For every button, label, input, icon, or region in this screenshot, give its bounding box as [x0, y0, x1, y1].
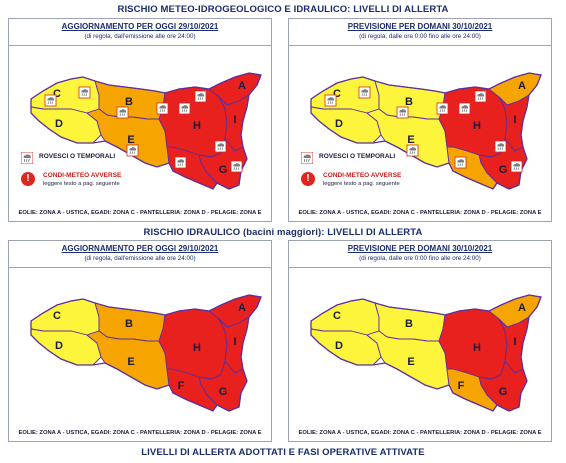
storm-cloud-icon — [436, 102, 449, 115]
legend-storms: ROVESCI O TEMPORALI — [39, 153, 116, 160]
meteo-today-panel: AGGIORNAMENTO PER OGGI 29/10/2021 (di re… — [8, 18, 272, 222]
panel-heading: AGGIORNAMENTO PER OGGI 29/10/2021 — [61, 22, 219, 31]
zone-label-c: C — [53, 310, 61, 322]
sicily-coastline — [30, 294, 262, 412]
panel-header: AGGIORNAMENTO PER OGGI 29/10/2021 (di re… — [9, 241, 271, 268]
zone-label-g: G — [499, 164, 508, 176]
zone-label-a: A — [238, 80, 246, 92]
zone-label-b: B — [405, 318, 413, 330]
legend-adverse: CONDI-METEO AVVERSE — [43, 172, 122, 179]
zone-label-a: A — [518, 302, 526, 314]
zone-label-i: I — [513, 336, 516, 348]
zone-label-d: D — [55, 340, 63, 352]
storm-cloud-icon — [156, 102, 169, 115]
panel-heading: AGGIORNAMENTO PER OGGI 29/10/2021 — [61, 244, 219, 253]
zone-label-a: A — [518, 80, 526, 92]
panel-header: AGGIORNAMENTO PER OGGI 29/10/2021 (di re… — [9, 19, 271, 46]
storm-cloud-icon — [44, 94, 57, 107]
islands-footer: EOLIE: ZONA A - USTICA, EGADI: ZONA C - … — [298, 430, 542, 436]
zone-label-e: E — [407, 356, 414, 368]
zone-label-a: A — [238, 302, 246, 314]
islands-footer: EOLIE: ZONA A - USTICA, EGADI: ZONA C - … — [18, 210, 262, 216]
zone-c — [30, 298, 100, 336]
zone-label-g: G — [219, 164, 228, 176]
panel-header: PREVISIONE PER DOMANI 30/10/2021 (di reg… — [289, 19, 551, 46]
storm-cloud-icon — [510, 160, 523, 173]
panel-subheading: (di regola, dall'emissione alle ore 24:0… — [84, 255, 196, 262]
zone-label-h: H — [193, 120, 201, 132]
panel-header: PREVISIONE PER DOMANI 30/10/2021 (di reg… — [289, 241, 551, 268]
islands-footer: EOLIE: ZONA A - USTICA, EGADI: ZONA C - … — [18, 430, 262, 436]
zone-label-b: B — [405, 96, 413, 108]
zone-label-g: G — [499, 386, 508, 398]
sicily-coastline — [30, 72, 262, 190]
idraulico-section-title: RISCHIO IDRAULICO (bacini maggiori): LIV… — [143, 227, 423, 238]
storm-cloud-icon — [214, 140, 227, 153]
meteo-section-title: RISCHIO METEO-IDROGEOLOGICO E IDRAULICO:… — [117, 4, 449, 15]
zone-label-h: H — [473, 120, 481, 132]
zone-label-e: E — [127, 356, 134, 368]
zone-label-d: D — [55, 118, 63, 130]
storm-cloud-icon — [494, 140, 507, 153]
meteo-tomorrow-panel: PREVISIONE PER DOMANI 30/10/2021 (di reg… — [288, 18, 552, 222]
exclamation-icon: ! — [301, 172, 315, 186]
panel-heading: PREVISIONE PER DOMANI 30/10/2021 — [347, 22, 493, 31]
panel-subheading: (di regola, dall'emissione alle ore 24:0… — [84, 33, 196, 40]
zone-label-f: F — [178, 380, 185, 392]
storm-cloud-icon — [324, 94, 337, 107]
storm-cloud-icon — [358, 86, 371, 99]
storm-cloud-icon — [174, 156, 187, 169]
storm-cloud-icon — [78, 86, 91, 99]
panel-subheading: (di regola, dalle ore 0:00 fino alle ore… — [359, 255, 481, 262]
zone-label-h: H — [473, 342, 481, 354]
idro-today-panel: AGGIORNAMENTO PER OGGI 29/10/2021 (di re… — [8, 240, 272, 442]
storm-cloud-icon — [454, 156, 467, 169]
zone-label-c: C — [53, 88, 61, 100]
zone-label-g: G — [219, 386, 228, 398]
panel-heading: PREVISIONE PER DOMANI 30/10/2021 — [347, 244, 493, 253]
storm-cloud-icon — [230, 160, 243, 173]
storm-cloud-icon — [396, 106, 409, 119]
zone-label-h: H — [193, 342, 201, 354]
islands-footer: EOLIE: ZONA A - USTICA, EGADI: ZONA C - … — [298, 210, 542, 216]
storm-cloud-icon — [474, 90, 487, 103]
storm-cloud-icon — [178, 102, 191, 115]
zone-label-b: B — [125, 318, 133, 330]
legend-adverse-note: leggere testo a pag. seguente — [323, 181, 400, 187]
panel-subheading: (di regola, dalle ore 0:00 fino alle ore… — [359, 33, 481, 40]
zone-label-f: F — [458, 380, 465, 392]
bottom-section-title: LIVELLI DI ALLERTA ADOTTATI E FASI OPERA… — [141, 447, 425, 458]
zone-label-d: D — [335, 118, 343, 130]
storm-cloud-icon — [126, 144, 139, 157]
zone-label-i: I — [233, 336, 236, 348]
sicily-coastline — [310, 72, 542, 190]
zone-label-c: C — [333, 310, 341, 322]
storm-cloud-icon — [20, 151, 34, 165]
sicily-map: A B C D E F G H I — [30, 294, 262, 412]
zone-label-i: I — [233, 114, 236, 126]
exclamation-icon: ! — [21, 172, 35, 186]
storm-cloud-icon — [406, 144, 419, 157]
zone-label-d: D — [335, 340, 343, 352]
zone-label-e: E — [407, 134, 414, 146]
storm-cloud-icon — [194, 90, 207, 103]
legend-storms: ROVESCI O TEMPORALI — [319, 153, 396, 160]
zone-label-e: E — [127, 134, 134, 146]
storm-cloud-icon — [300, 151, 314, 165]
legend-adverse: CONDI-METEO AVVERSE — [323, 172, 402, 179]
zone-c — [310, 298, 380, 336]
legend-adverse-note: leggere testo a pag. seguente — [43, 181, 120, 187]
zone-label-b: B — [125, 96, 133, 108]
sicily-coastline — [310, 294, 542, 412]
zone-label-i: I — [513, 114, 516, 126]
storm-cloud-icon — [458, 102, 471, 115]
storm-cloud-icon — [116, 106, 129, 119]
zone-label-c: C — [333, 88, 341, 100]
sicily-map: A B C D E F G H I — [310, 294, 542, 412]
idro-tomorrow-panel: PREVISIONE PER DOMANI 30/10/2021 (di reg… — [288, 240, 552, 442]
